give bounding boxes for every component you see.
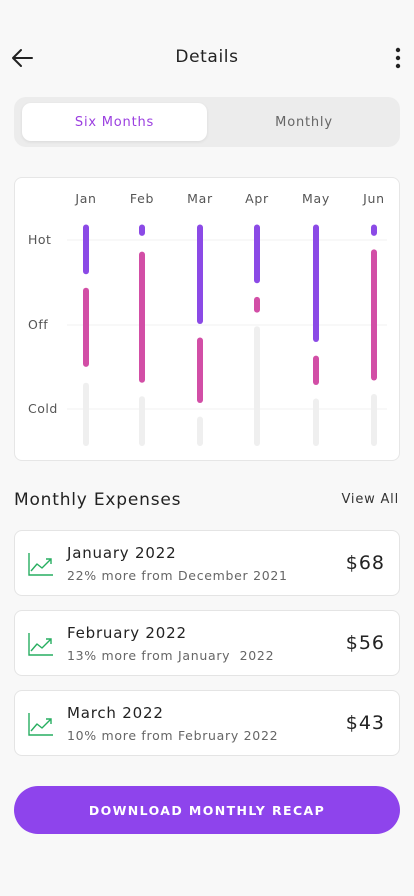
period-tabs: Six Months Monthly: [14, 97, 400, 147]
y-category-label: Off: [28, 317, 48, 332]
bar-segment-jun: [371, 249, 377, 381]
bar-segment-jan: [83, 287, 89, 367]
more-vertical-icon: [395, 47, 401, 69]
x-tick-label: Apr: [245, 191, 269, 206]
temperature-chart: Hot Off Cold Jan Feb Mar Apr May Jun: [28, 191, 387, 446]
bar-segment-apr: [254, 326, 260, 446]
expense-subtitle: 22% more from December 2021: [67, 568, 288, 583]
expense-amount: $43: [345, 712, 385, 734]
expense-card-january[interactable]: January 2022 22% more from December 2021…: [14, 530, 400, 596]
trend-up-icon: [28, 713, 53, 736]
expense-title: January 2022: [67, 544, 177, 562]
expense-subtitle: 10% more from February 2022: [67, 728, 279, 743]
expense-card-february[interactable]: February 2022 13% more from January 2022…: [14, 610, 400, 676]
x-tick-label: Mar: [187, 191, 213, 206]
bar-segment-jun: [371, 394, 377, 446]
tab-monthly[interactable]: Monthly: [275, 114, 333, 130]
bar-segment-jan: [83, 224, 89, 275]
app-header: Details: [0, 0, 414, 116]
view-all-link[interactable]: View All: [341, 492, 399, 507]
bar-segment-may: [313, 355, 319, 385]
y-category-label: Cold: [28, 401, 58, 416]
bar-segment-feb: [139, 251, 145, 383]
y-category-label: Hot: [28, 232, 51, 247]
arrow-left-icon: [12, 49, 33, 67]
expense-title: March 2022: [67, 704, 164, 722]
trend-up-icon: [28, 553, 53, 576]
bar-segment-feb: [139, 224, 145, 236]
back-button[interactable]: [10, 44, 38, 72]
bar-segment-mar: [197, 416, 203, 446]
expense-amount: $56: [345, 632, 385, 654]
trend-up-icon: [28, 633, 53, 656]
more-options-button[interactable]: [392, 44, 404, 72]
bar-segment-mar: [197, 337, 203, 404]
tab-six-months[interactable]: Six Months: [22, 103, 207, 141]
section-title: Monthly Expenses: [14, 490, 182, 510]
bar-segment-apr: [254, 224, 260, 284]
x-tick-label: Jun: [362, 191, 385, 206]
temperature-chart-card: Hot Off Cold Jan Feb Mar Apr May Jun: [14, 177, 400, 461]
expense-card-march[interactable]: March 2022 10% more from February 2022 $…: [14, 690, 400, 756]
expense-title: February 2022: [67, 624, 187, 642]
x-tick-label: Feb: [130, 191, 154, 206]
bar-segment-may: [313, 224, 319, 343]
bar-segment-mar: [197, 224, 203, 324]
bar-segment-apr: [254, 296, 260, 313]
expense-subtitle: 13% more from January 2022: [67, 648, 275, 663]
x-tick-label: Jan: [74, 191, 96, 206]
download-recap-button[interactable]: DOWNLOAD MONTHLY RECAP: [14, 786, 400, 834]
bar-segment-may: [313, 398, 319, 446]
expense-amount: $68: [345, 552, 385, 574]
bar-segment-feb: [139, 396, 145, 446]
page-title: Details: [175, 47, 239, 67]
bar-segment-jan: [83, 382, 89, 446]
bar-segment-jun: [371, 224, 377, 236]
x-tick-label: May: [302, 191, 330, 206]
